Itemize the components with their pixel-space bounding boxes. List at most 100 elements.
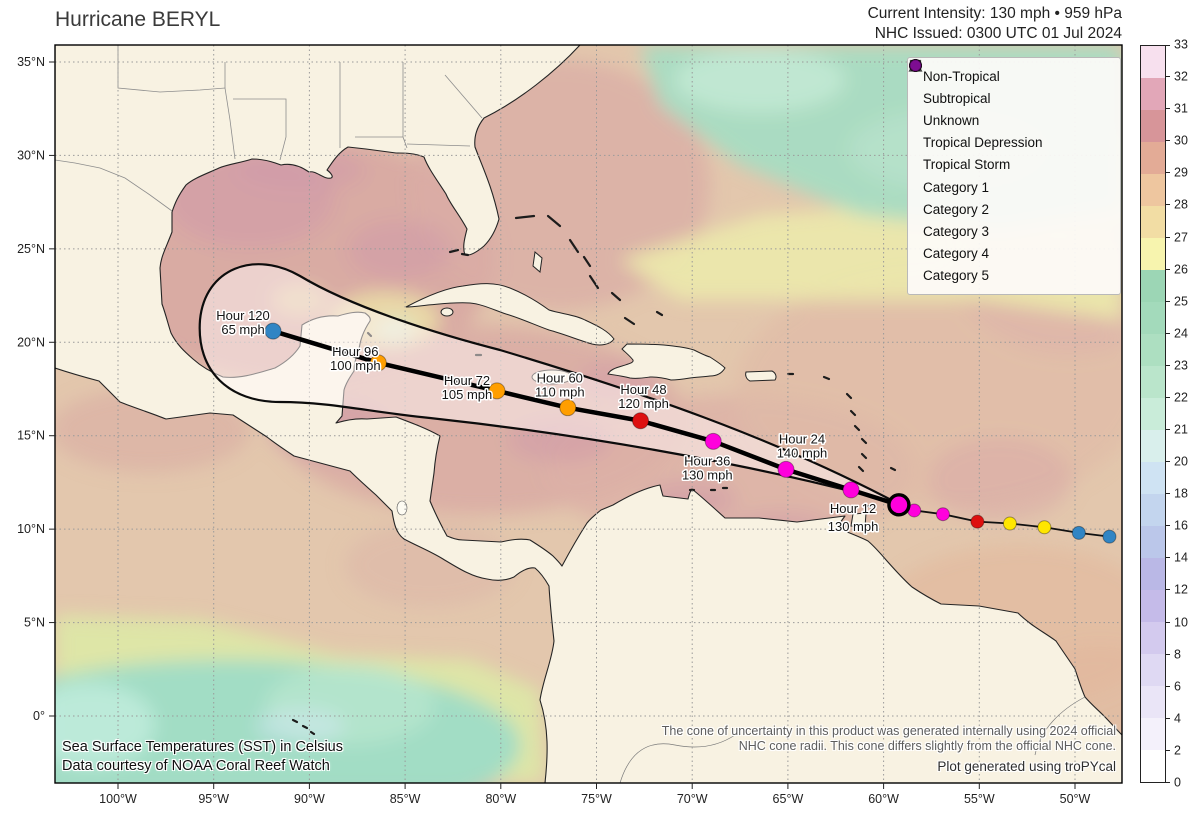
colorbar-tick-label: 28 <box>1174 198 1188 213</box>
colorbar-tick <box>1165 172 1170 174</box>
legend-item: Category 5 <box>908 59 1120 287</box>
intensity-label: 110 mph <box>535 385 585 400</box>
lake-nicaragua <box>396 500 408 516</box>
colorbar-segment <box>1141 110 1165 142</box>
colorbar-tick-label: 4 <box>1174 711 1181 726</box>
isla-juventud <box>440 307 454 317</box>
colorbar-segment <box>1141 366 1165 398</box>
x-axis-tick-label: 55°W <box>964 792 995 806</box>
colorbar-tick <box>1165 653 1170 655</box>
colorbar-tick <box>1165 300 1170 302</box>
legend-item-label: Subtropical <box>923 90 991 106</box>
intensity-label: 130 mph <box>828 519 879 534</box>
colorbar-tick <box>1165 268 1170 270</box>
colorbar-tick-label: 24 <box>1174 326 1188 341</box>
hispaniola <box>607 343 726 381</box>
colorbar-tick <box>1165 557 1170 559</box>
y-axis-tick-label: 0° <box>33 709 45 723</box>
colorbar-tick <box>1165 685 1170 687</box>
forecast-point <box>264 322 282 340</box>
colorbar-tick-label: 20 <box>1174 454 1188 469</box>
colorbar-tick-label: 6 <box>1174 679 1181 694</box>
colorbar-tick-label: 8 <box>1174 647 1181 662</box>
colorbar-segment <box>1141 750 1165 782</box>
hour-label: Hour 96 <box>332 344 378 359</box>
forecast-track-layer <box>264 322 911 517</box>
colorbar-tick <box>1165 204 1170 206</box>
observed-point <box>935 507 950 522</box>
axis-layer: 100°W 95°W 90°W 85°W 80°W 75°W 70°W 65°W 60°W 55°… <box>17 55 1090 806</box>
colorbar-tick <box>1165 108 1170 110</box>
forecast-point <box>632 412 650 430</box>
colorbar-tick <box>1165 589 1170 591</box>
forecast-point <box>488 382 506 400</box>
legend-item-label: Category 5 <box>923 268 990 284</box>
colorbar-tick-label: 23 <box>1174 358 1188 373</box>
colorbar-tick-label: 0 <box>1174 775 1181 790</box>
intensity-label: 130 mph <box>682 467 733 482</box>
x-axis-tick-label: 70°W <box>677 792 708 806</box>
colorbar-segment <box>1141 686 1165 718</box>
colorbar-tick <box>1165 621 1170 623</box>
legend-item-label: Tropical Depression <box>923 135 1043 151</box>
colorbar-tick-label: 33 <box>1174 37 1188 52</box>
observed-point <box>1002 516 1017 531</box>
colorbar-tick-label: 10 <box>1174 615 1188 630</box>
forecast-point <box>369 354 387 372</box>
sst-colorbar-ticks: 0 2 4 6 8 10 12 14 16 18 20 21 22 23 24 25 26 27 28 29 30 31 3… <box>1165 38 1199 790</box>
y-axis-tick-label: 20°N <box>17 335 45 349</box>
sst-credit-text: Data courtesy of NOAA Coral Reef Watch <box>62 758 330 774</box>
legend-item-label: Category 3 <box>923 223 990 239</box>
colorbar-segment <box>1141 462 1165 494</box>
current-intensity-text: Current Intensity: 130 mph • 959 hPa <box>867 5 1122 22</box>
y-axis-tick-label: 35°N <box>17 55 45 69</box>
trinidad <box>850 512 867 528</box>
x-axis-tick-label: 95°W <box>198 792 229 806</box>
observed-point <box>1037 520 1052 535</box>
intensity-label: 140 mph <box>777 445 828 460</box>
colorbar-segment <box>1141 78 1165 110</box>
intensity-label: 120 mph <box>618 396 669 411</box>
hour-label: Hour 60 <box>537 371 583 386</box>
colorbar-tick-label: 32 <box>1174 69 1188 84</box>
y-axis-tick-label: 5°N <box>24 616 45 630</box>
colorbar-segment <box>1141 654 1165 686</box>
sst-colorbar <box>1140 45 1166 783</box>
colorbar-tick-label: 12 <box>1174 583 1188 598</box>
colorbar-segment <box>1141 558 1165 590</box>
colorbar-segment <box>1141 526 1165 558</box>
x-axis-tick-label: 75°W <box>581 792 612 806</box>
colorbar-tick <box>1165 76 1170 78</box>
x-axis-tick-label: 100°W <box>99 792 137 806</box>
legend-item: Non-Tropical <box>908 58 1120 87</box>
nhc-issued-text: NHC Issued: 0300 UTC 01 Jul 2024 <box>874 25 1122 42</box>
legend-item: Unknown <box>908 59 1120 131</box>
forecast-point <box>559 399 577 417</box>
forecast-point <box>704 432 722 450</box>
colorbar-tick <box>1165 749 1170 751</box>
gridlines-layer <box>55 45 1122 783</box>
rivers <box>619 696 1086 783</box>
colorbar-tick <box>1165 782 1170 783</box>
colorbar-tick <box>1165 461 1170 463</box>
x-axis-tick-label: 90°W <box>294 792 325 806</box>
colorbar-segment <box>1141 398 1165 430</box>
y-axis-tick-label: 15°N <box>17 429 45 443</box>
colorbar-tick-label: 27 <box>1174 230 1188 245</box>
colorbar-tick-label: 31 <box>1174 101 1188 116</box>
colorbar-tick <box>1165 429 1170 431</box>
intensity-label: 105 mph <box>442 387 493 402</box>
legend-item: Tropical Storm <box>908 59 1120 176</box>
observed-point <box>1102 529 1117 544</box>
colorbar-tick-label: 25 <box>1174 294 1188 309</box>
colorbar-segment <box>1141 718 1165 750</box>
colorbar-tick <box>1165 236 1170 238</box>
page-title: Hurricane BERYL <box>55 8 221 31</box>
plot-credit: Plot generated using troPYcal <box>937 759 1116 774</box>
puerto-rico <box>745 370 777 382</box>
current-position-marker <box>887 493 911 517</box>
intensity-label: 65 mph <box>221 322 264 337</box>
colorbar-segment <box>1141 270 1165 302</box>
legend-item: Category 2 <box>908 59 1120 220</box>
